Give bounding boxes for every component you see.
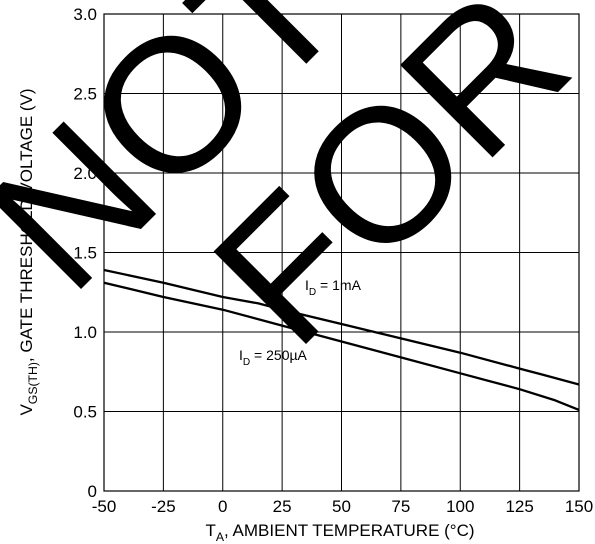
series-line-1 [103, 281, 580, 411]
x-tick-label: 75 [391, 497, 410, 516]
series-lines [103, 268, 580, 411]
series-line-0 [103, 268, 580, 386]
x-axis-title: TA, AMBIENT TEMPERATURE (°C) [205, 521, 474, 544]
x-tick-label: -50 [92, 497, 117, 516]
tick-labels: -50 -25 0 25 50 75 100 125 150 0 0.5 1.0 1.5 2.0 2.5 3.… [73, 5, 593, 516]
y-tick-label: 0.5 [73, 403, 97, 422]
y-tick-label: 1.0 [73, 323, 97, 342]
grid [103, 13, 580, 492]
x-tick-label: 125 [505, 497, 533, 516]
plot-frame [103, 13, 580, 492]
x-tick-label: 25 [273, 497, 292, 516]
series-label-0: ID = 1mA [305, 277, 362, 298]
y-tick-label: 1.5 [73, 244, 97, 263]
y-axis-title: VGS(TH), GATE THRESHOLD VOLTAGE (V) [17, 88, 40, 415]
x-tick-label: 100 [446, 497, 474, 516]
y-tick-label: 2.5 [73, 85, 97, 104]
y-tick-label: 2.0 [73, 164, 97, 183]
x-tick-label: 0 [218, 497, 227, 516]
y-tick-label: 3.0 [73, 5, 97, 24]
series-annotations: ID = 1mA ID = 250µA [239, 277, 362, 368]
x-tick-label: -25 [151, 497, 176, 516]
x-tick-label: 150 [565, 497, 593, 516]
x-tick-label: 50 [332, 497, 351, 516]
series-label-1: ID = 250µA [239, 347, 308, 368]
y-tick-label: 0 [88, 482, 97, 501]
